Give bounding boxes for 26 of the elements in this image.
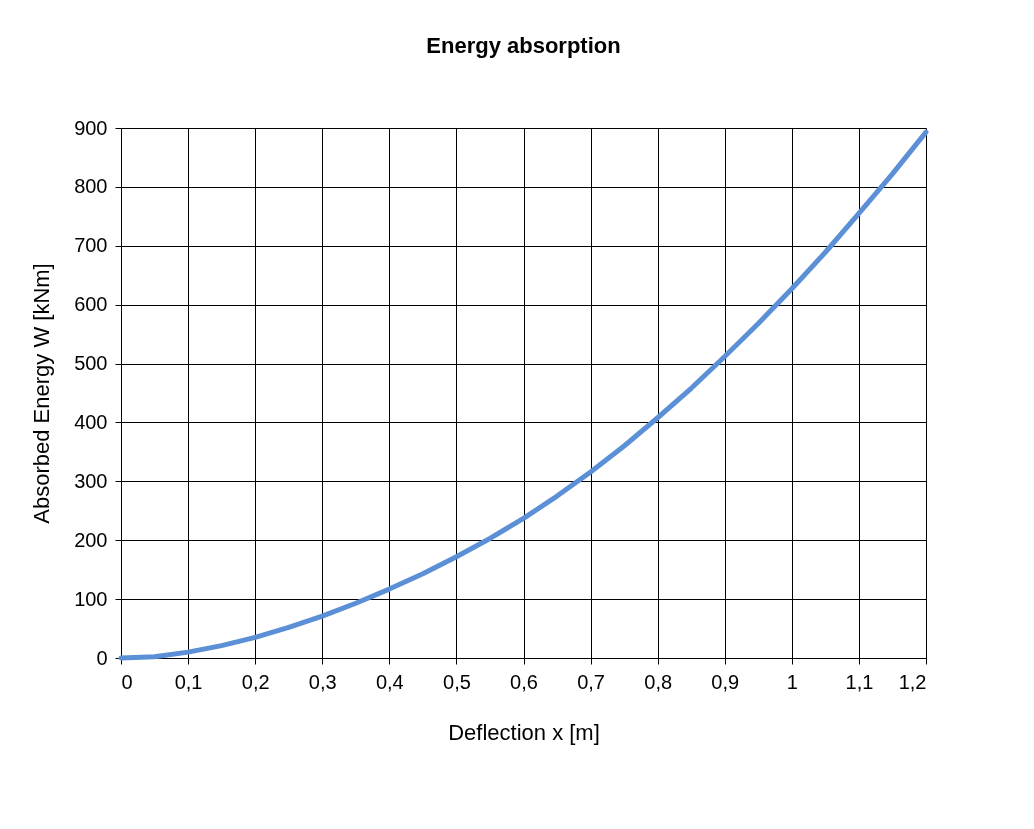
y-tick-label: 900 xyxy=(74,116,108,139)
y-axis-title: Absorbed Energy W [kNm] xyxy=(29,263,55,524)
x-tick-label: 0,5 xyxy=(443,670,471,693)
y-tick-label: 500 xyxy=(74,352,108,375)
x-tick-label: 0,9 xyxy=(711,670,740,693)
x-tick-label: 0 xyxy=(121,670,133,693)
y-tick-label: 800 xyxy=(74,175,108,198)
x-axis-title: Deflection x [m] xyxy=(448,719,600,745)
x-tick-label: 0,2 xyxy=(241,670,270,693)
x-tick-label: 1 xyxy=(786,670,798,693)
y-tick-label: 400 xyxy=(74,410,108,433)
x-tick-label: 0,6 xyxy=(510,670,538,693)
x-tick-label: 0,7 xyxy=(577,670,605,693)
x-tick-label: 0,1 xyxy=(174,670,203,693)
y-tick-label: 300 xyxy=(74,469,108,492)
x-tick-label: 0,8 xyxy=(644,670,673,693)
y-tick-label: 700 xyxy=(74,234,108,257)
x-tick-label: 0,4 xyxy=(375,670,404,693)
y-tick-label: 100 xyxy=(74,587,108,610)
x-tick-label: 1,1 xyxy=(845,670,874,693)
x-tick-label: 0,3 xyxy=(308,670,337,693)
y-tick-label: 0 xyxy=(96,646,108,669)
y-tick-label: 200 xyxy=(74,528,108,551)
chart-title: Energy absorption xyxy=(426,33,621,58)
x-tick-label: 1,2 xyxy=(898,670,927,693)
y-tick-label: 600 xyxy=(74,293,108,316)
